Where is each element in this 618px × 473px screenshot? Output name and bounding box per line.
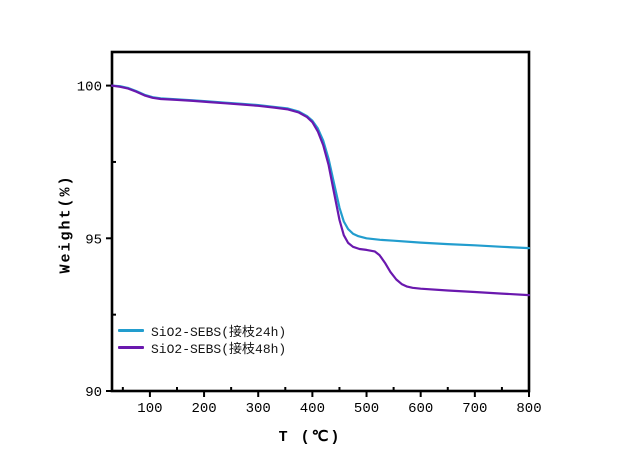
legend-item: SiO2-SEBS(接枝48h) [118,340,287,357]
x-tick-label: 200 [191,401,216,417]
legend-label-48h: SiO2-SEBS(接枝48h) [151,341,287,357]
series-line-sio2-sebs-48h [110,84,531,297]
y-axis-title: Weight(%) [57,174,75,274]
legend-item: SiO2-SEBS(接枝24h) [118,323,287,340]
x-tick-label: 100 [137,401,162,417]
y-tick-label: 90 [85,385,102,401]
series-line-sio2-sebs-24h [110,84,531,250]
legend-label-24h: SiO2-SEBS(接枝24h) [151,324,287,340]
x-tick-label: 500 [354,401,379,417]
y-tick-label: 95 [85,232,102,248]
legend-line-swatch-48h [118,345,144,349]
x-axis-title: T (℃) [278,429,342,446]
legend: SiO2-SEBS(接枝24h) SiO2-SEBS(接枝48h) [118,323,287,357]
x-tick-label: 300 [246,401,271,417]
x-tick-label: 800 [516,401,541,417]
x-tick-label: 700 [462,401,487,417]
y-tick-label: 100 [77,80,102,96]
legend-line-swatch-24h [118,328,144,332]
plot-frame [110,50,531,393]
x-tick-label: 400 [300,401,325,417]
x-tick-label: 600 [408,401,433,417]
